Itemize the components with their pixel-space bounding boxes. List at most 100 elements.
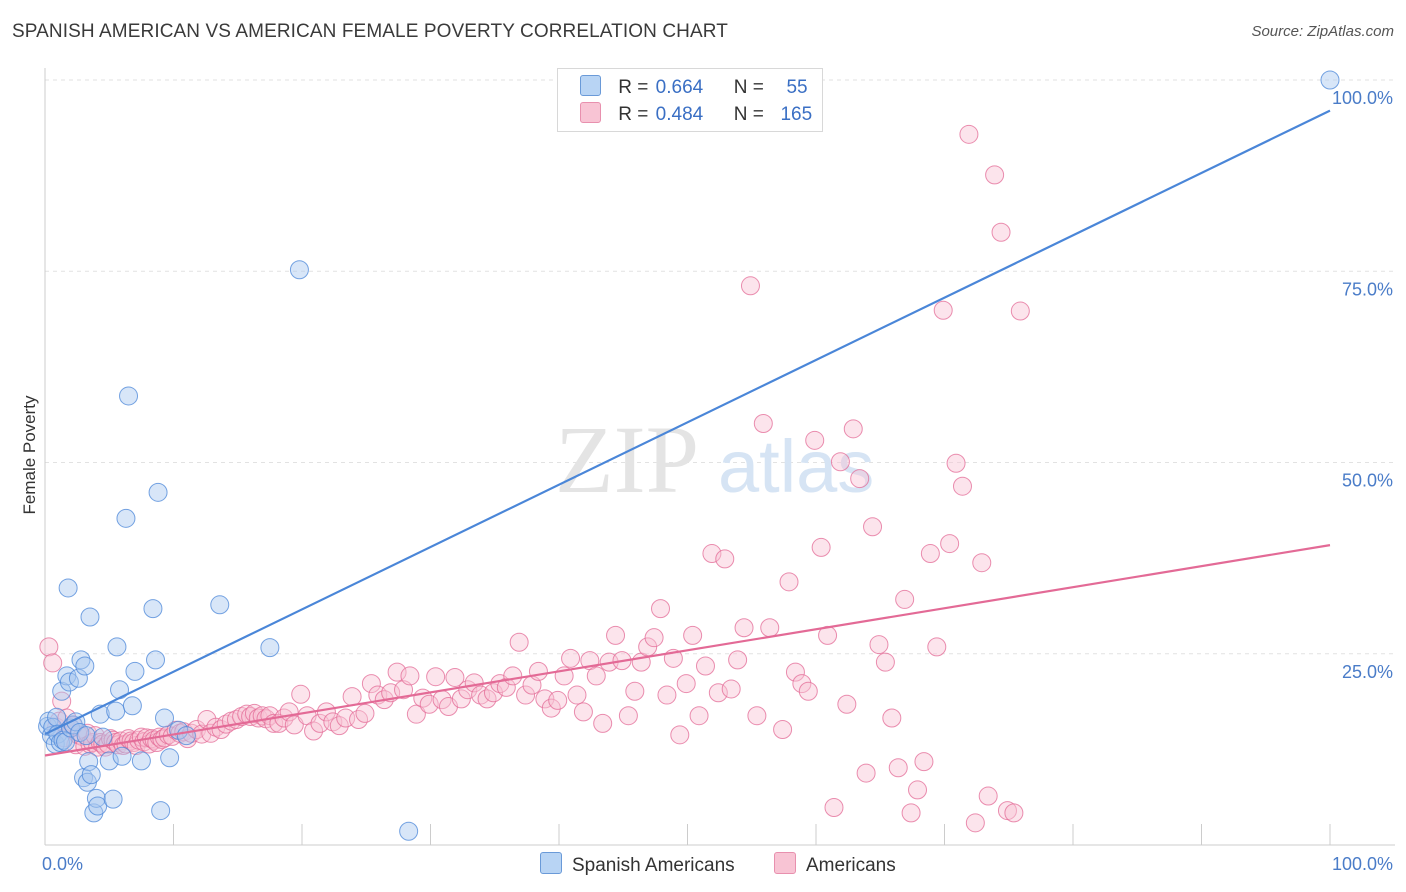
point-americans: [284, 715, 304, 735]
point-americans: [355, 703, 375, 723]
point-americans: [695, 656, 715, 676]
point-spanish-americans: [131, 751, 151, 771]
point-spanish-americans: [148, 482, 168, 502]
point-americans: [625, 681, 645, 701]
point-americans: [824, 798, 844, 818]
point-americans: [952, 476, 972, 496]
point-americans: [830, 452, 850, 472]
point-americans: [895, 589, 915, 609]
point-spanish-americans: [58, 578, 78, 598]
point-americans: [933, 300, 953, 320]
point-americans: [985, 165, 1005, 185]
x-tick-label: 0.0%: [42, 854, 83, 874]
bottom-legend-swatch-spanish: [540, 852, 562, 874]
point-spanish-americans: [50, 732, 70, 752]
legend-n-value: 55: [786, 77, 808, 98]
point-americans: [548, 690, 568, 710]
point-spanish-americans: [146, 650, 166, 670]
point-americans: [1004, 803, 1024, 823]
point-americans: [503, 666, 523, 686]
chart-title: SPANISH AMERICAN VS AMERICAN FEMALE POVE…: [12, 21, 728, 42]
point-americans: [329, 716, 349, 736]
point-spanish-americans: [81, 765, 101, 785]
point-spanish-americans: [260, 638, 280, 658]
point-spanish-americans: [99, 751, 119, 771]
point-spanish-americans: [1320, 70, 1340, 90]
point-americans: [721, 679, 741, 699]
watermark: ZIP atlas: [555, 406, 874, 513]
trend-line-americans: [44, 544, 1331, 757]
chart-source: Source: ZipAtlas.com: [1251, 23, 1394, 40]
point-americans: [291, 684, 311, 704]
point-americans: [901, 803, 921, 823]
legend-swatch-spanish: [580, 75, 601, 96]
point-americans: [869, 635, 889, 655]
point-americans: [850, 469, 870, 489]
point-americans: [715, 549, 735, 569]
point-americans: [965, 813, 985, 833]
point-americans: [946, 453, 966, 473]
legend-r-label: R =: [618, 104, 649, 125]
point-spanish-americans: [75, 656, 95, 676]
point-americans: [606, 625, 626, 645]
point-americans: [657, 685, 677, 705]
legend-row-americans: R = 0.484 N = 165: [580, 102, 812, 130]
point-spanish-americans: [289, 260, 309, 280]
point-spanish-americans: [106, 701, 126, 721]
bottom-legend-swatch-americans: [774, 852, 796, 874]
point-spanish-americans: [93, 727, 113, 747]
point-spanish-americans: [116, 508, 136, 528]
point-americans: [785, 662, 805, 682]
point-americans: [426, 667, 446, 687]
legend-n-label: N =: [733, 77, 764, 98]
legend-n-value: 165: [780, 104, 813, 125]
point-spanish-americans: [122, 696, 142, 716]
point-americans: [496, 677, 516, 697]
point-americans: [920, 544, 940, 564]
bottom-legend-spanish: Spanish Americans: [540, 852, 735, 877]
point-americans: [509, 632, 529, 652]
point-americans: [888, 758, 908, 778]
legend-swatch-americans: [580, 102, 601, 123]
point-americans: [593, 713, 613, 733]
point-spanish-americans: [80, 607, 100, 627]
point-americans: [702, 544, 722, 564]
point-americans: [773, 719, 793, 739]
point-spanish-americans: [176, 726, 196, 746]
legend-n-label: N =: [733, 104, 764, 125]
point-americans: [959, 124, 979, 144]
point-americans: [856, 763, 876, 783]
point-americans: [991, 222, 1011, 242]
point-americans: [644, 628, 664, 648]
legend-r-value: 0.484: [655, 104, 704, 125]
axes: [44, 68, 1395, 846]
point-americans: [516, 685, 536, 705]
point-americans: [586, 666, 606, 686]
point-americans: [792, 674, 812, 694]
point-americans: [676, 674, 696, 694]
y-tick-label: 50.0%: [1342, 471, 1393, 491]
point-spanish-americans: [107, 637, 127, 657]
point-spanish-americans: [119, 386, 139, 406]
point-americans: [914, 752, 934, 772]
point-americans: [753, 413, 773, 433]
point-americans: [811, 537, 831, 557]
bottom-legend-label-spanish: Spanish Americans: [572, 855, 735, 876]
point-spanish-americans: [47, 707, 67, 727]
point-americans: [843, 419, 863, 439]
bottom-legend-label-americans: Americans: [806, 855, 896, 876]
point-americans: [406, 704, 426, 724]
point-spanish-americans: [112, 746, 132, 766]
point-spanish-americans: [76, 726, 96, 746]
point-americans: [689, 706, 709, 726]
point-americans: [528, 661, 548, 681]
legend: R = 0.664 N = 55 R = 0.484 N = 165: [557, 68, 823, 132]
y-tick-label: 100.0%: [1332, 88, 1393, 108]
point-spanish-americans: [143, 599, 163, 619]
point-americans: [541, 698, 561, 718]
point-americans: [483, 683, 503, 703]
point-americans: [927, 637, 947, 657]
point-americans: [760, 618, 780, 638]
point-americans: [863, 517, 883, 537]
trend-line-spanish-americans: [44, 109, 1331, 736]
